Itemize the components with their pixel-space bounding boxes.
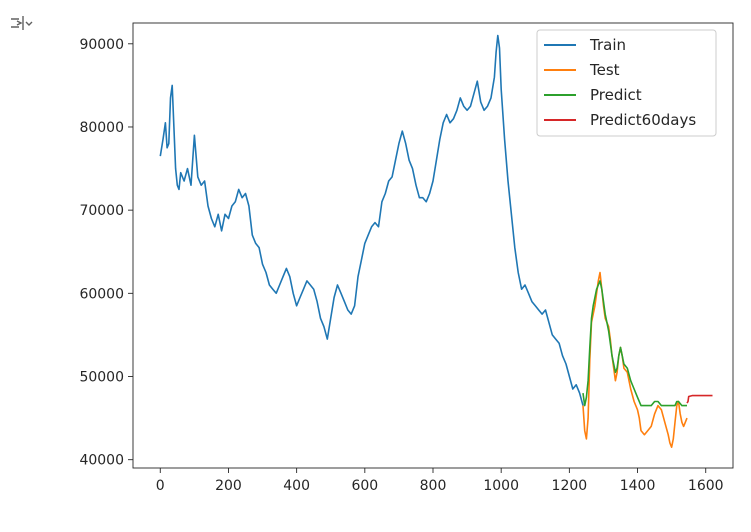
x-tick-label: 1000	[483, 478, 519, 494]
series-line-predict	[582, 280, 687, 407]
x-tick-label: 200	[215, 478, 242, 494]
x-axis: 0 200 400 600 800 1000 1200 1400 1600	[156, 468, 724, 494]
series-layer	[159, 34, 713, 448]
legend-label-predict: Predict	[590, 86, 642, 104]
x-tick-label: 1600	[688, 478, 724, 494]
series-line-train	[159, 34, 584, 406]
legend-label-test: Test	[589, 61, 620, 79]
y-tick-label: 40000	[79, 453, 124, 469]
output-toggle-icon[interactable]	[8, 12, 34, 34]
legend-label-predict60days: Predict60days	[590, 111, 696, 129]
legend-box	[536, 29, 717, 137]
series-line-predict60days	[686, 394, 713, 404]
y-tick-label: 80000	[79, 120, 124, 136]
x-tick-label: 400	[283, 478, 310, 494]
output-toggle-glyph	[11, 16, 33, 30]
y-tick-label: 70000	[79, 203, 124, 219]
x-tick-label: 800	[420, 478, 447, 494]
y-axis: 40000 50000 60000 70000 80000 90000	[79, 37, 133, 469]
y-tick-label: 60000	[79, 286, 124, 302]
x-tick-label: 1200	[552, 478, 588, 494]
x-tick-label: 600	[351, 478, 378, 494]
y-tick-label: 90000	[79, 37, 124, 53]
legend-label-train: Train	[589, 36, 626, 54]
x-tick-label: 1400	[620, 478, 656, 494]
legend: Train Test Predict Predict60days	[536, 29, 717, 137]
x-tick-label: 0	[156, 478, 165, 494]
y-tick-label: 50000	[79, 370, 124, 386]
